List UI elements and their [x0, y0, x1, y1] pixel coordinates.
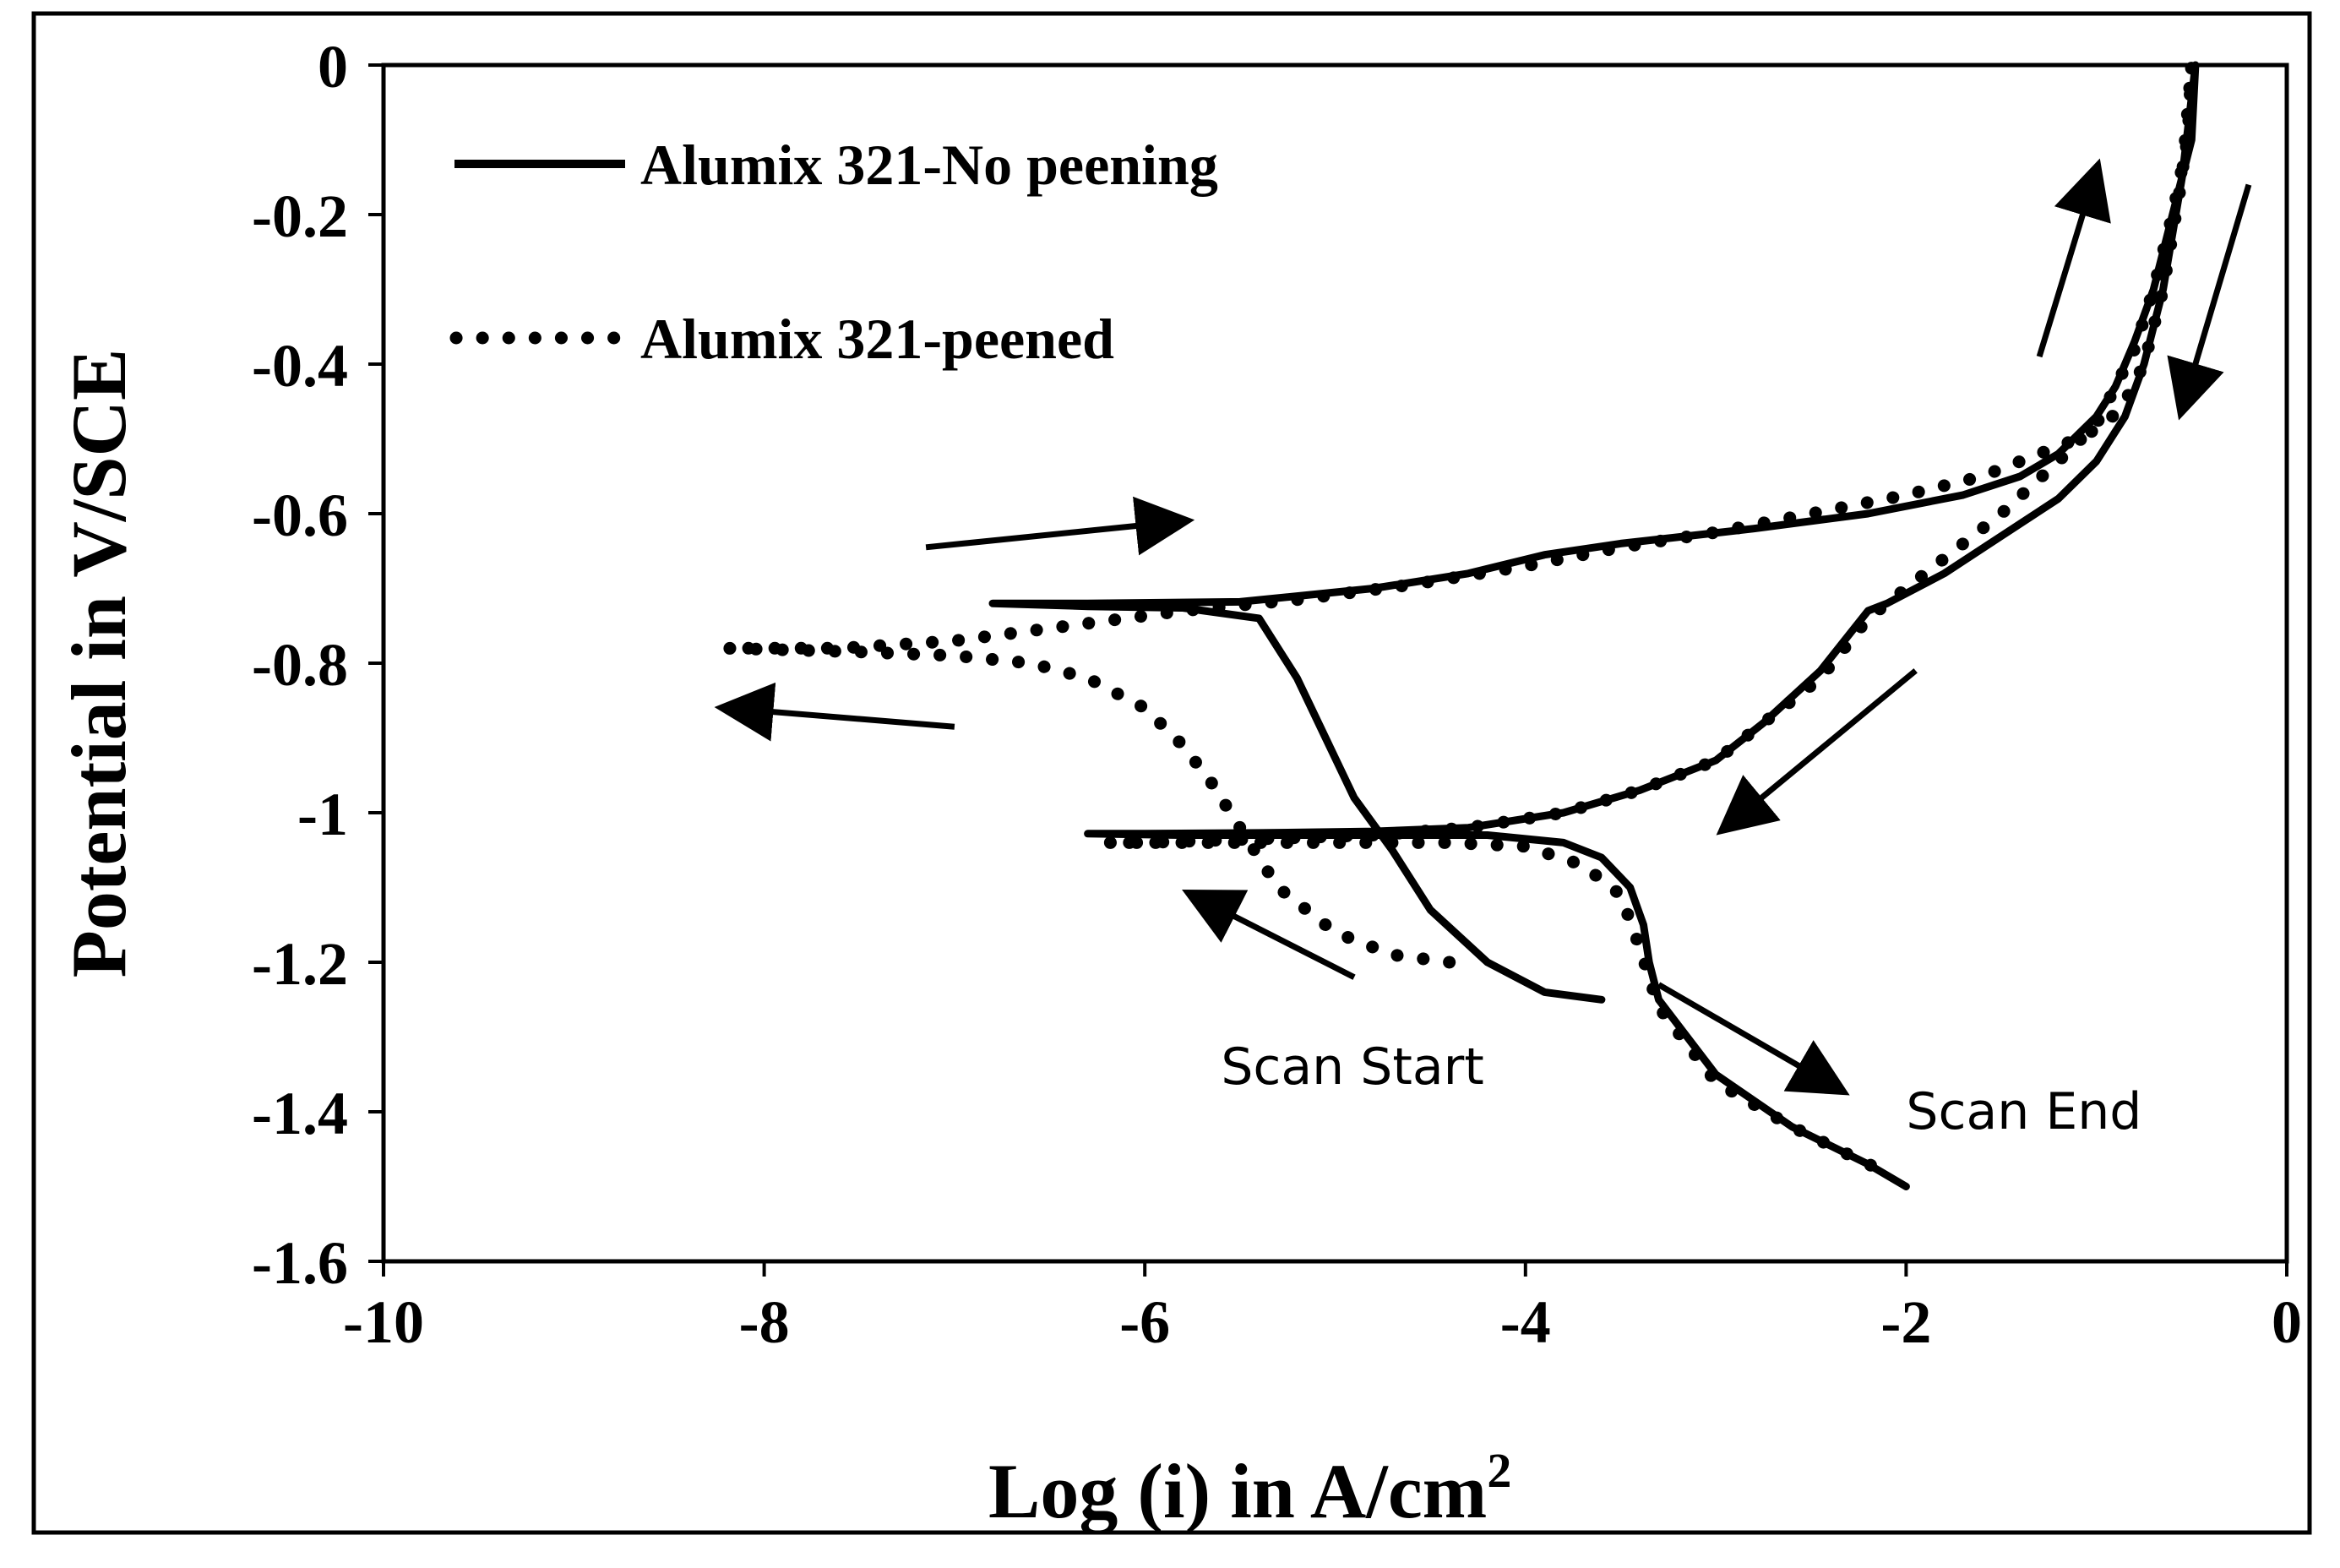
y-tick-label: -0.8: [252, 631, 348, 699]
annotation-scan-end: Scan End: [1906, 1082, 2141, 1141]
series-line-peened: [720, 58, 2198, 1179]
legend-label-no-peening: Alumix 321-No peening: [640, 133, 1218, 197]
x-tick-label: -10: [343, 1288, 424, 1356]
direction-arrow: [1716, 668, 1918, 836]
y-tick-label: -0.2: [252, 182, 348, 250]
annotation-scan-start: Scan Start: [1221, 1037, 1484, 1097]
y-axis-title: Potential in V/SCE: [56, 349, 142, 978]
direction-arrow: [714, 682, 955, 742]
y-tick-label: -1.2: [252, 930, 348, 998]
direction-arrow: [2167, 183, 2252, 421]
y-tick-label: -0.4: [252, 332, 348, 400]
direction-arrow: [1657, 982, 1850, 1096]
x-axis-title: Log (i) in A/cm2: [988, 1443, 1511, 1534]
y-tick-label: 0: [318, 33, 348, 101]
series-layer: [720, 58, 2200, 1190]
direction-arrow: [925, 496, 1195, 556]
y-tick-label: -1.6: [252, 1229, 348, 1297]
direction-arrow: [1182, 890, 1356, 980]
x-tick-label: -2: [1880, 1288, 1931, 1356]
axis-ticks: -10 -8 -6 -4 -2 0 0 -0.2 -0.4 -0.6 -0.8 -1 -1.2 -1.4 -…: [252, 33, 2302, 1356]
series-line-no-peening: [988, 61, 2200, 1190]
y-tick-label: -0.6: [252, 482, 348, 549]
x-tick-label: -4: [1500, 1288, 1551, 1356]
x-tick-label: 0: [2272, 1288, 2302, 1356]
x-tick-label: -8: [739, 1288, 790, 1356]
legend: Alumix 321-No peening Alumix 321-peened: [449, 133, 1218, 371]
direction-arrow: [2036, 158, 2111, 358]
outer-frame: [31, 11, 2312, 1535]
legend-label-peened: Alumix 321-peened: [640, 307, 1114, 371]
direction-arrows: [714, 158, 2252, 1096]
x-axis-title-superscript: 2: [1487, 1443, 1511, 1498]
y-tick-label: -1.4: [252, 1080, 348, 1147]
x-tick-label: -6: [1119, 1288, 1170, 1356]
annotations: Scan Start Scan End: [1221, 1037, 2141, 1141]
y-tick-label: -1: [297, 781, 348, 848]
